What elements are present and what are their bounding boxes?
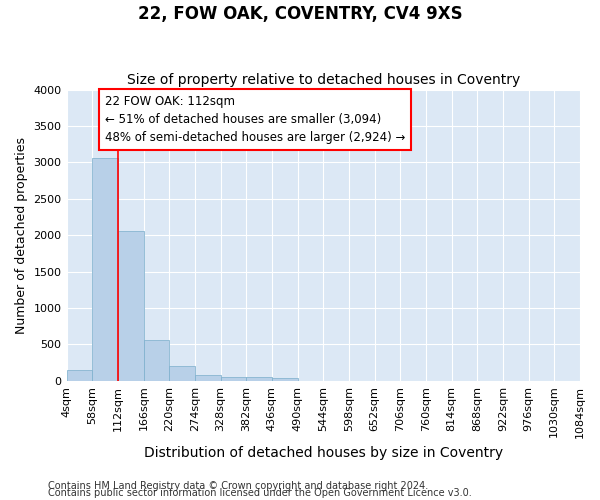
- Bar: [118, 231, 143, 381]
- Bar: [272, 378, 298, 381]
- Bar: [246, 377, 272, 381]
- Bar: [67, 370, 92, 381]
- Bar: [221, 377, 246, 381]
- Title: Size of property relative to detached houses in Coventry: Size of property relative to detached ho…: [127, 73, 520, 87]
- Text: 22 FOW OAK: 112sqm
← 51% of detached houses are smaller (3,094)
48% of semi-deta: 22 FOW OAK: 112sqm ← 51% of detached hou…: [105, 96, 406, 144]
- Bar: [169, 366, 195, 381]
- Text: Contains public sector information licensed under the Open Government Licence v3: Contains public sector information licen…: [48, 488, 472, 498]
- Bar: [195, 374, 221, 381]
- X-axis label: Distribution of detached houses by size in Coventry: Distribution of detached houses by size …: [144, 446, 503, 460]
- Bar: [92, 158, 118, 381]
- Text: 22, FOW OAK, COVENTRY, CV4 9XS: 22, FOW OAK, COVENTRY, CV4 9XS: [137, 5, 463, 23]
- Text: Contains HM Land Registry data © Crown copyright and database right 2024.: Contains HM Land Registry data © Crown c…: [48, 481, 428, 491]
- Bar: [143, 340, 169, 381]
- Y-axis label: Number of detached properties: Number of detached properties: [15, 136, 28, 334]
